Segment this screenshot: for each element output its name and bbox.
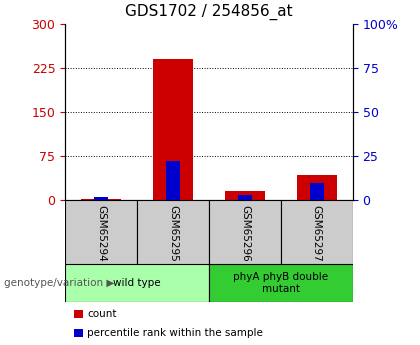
Bar	[94, 197, 108, 200]
Bar	[238, 195, 252, 200]
Text: genotype/variation ▶: genotype/variation ▶	[4, 278, 115, 288]
Bar	[153, 59, 193, 200]
Bar	[297, 176, 336, 200]
Text: GSM65296: GSM65296	[240, 205, 250, 262]
Text: count: count	[87, 309, 116, 319]
Text: GSM65294: GSM65294	[96, 205, 106, 262]
Bar	[209, 200, 281, 264]
Bar	[166, 161, 180, 200]
Title: GDS1702 / 254856_at: GDS1702 / 254856_at	[125, 4, 293, 20]
Text: GSM65295: GSM65295	[168, 205, 178, 262]
Bar	[225, 191, 265, 200]
Bar	[209, 264, 353, 302]
Bar	[65, 200, 137, 264]
Bar	[65, 264, 209, 302]
Text: wild type: wild type	[113, 278, 161, 288]
Text: percentile rank within the sample: percentile rank within the sample	[87, 328, 263, 338]
Text: GSM65297: GSM65297	[312, 205, 322, 262]
Bar	[281, 200, 353, 264]
Bar	[81, 199, 121, 200]
Bar	[310, 183, 324, 200]
Bar	[137, 200, 209, 264]
Text: phyA phyB double
mutant: phyA phyB double mutant	[234, 272, 328, 294]
